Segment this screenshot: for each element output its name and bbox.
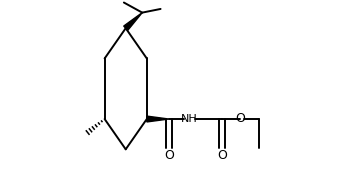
Polygon shape bbox=[147, 116, 169, 122]
Text: O: O bbox=[235, 112, 245, 125]
Text: NH: NH bbox=[180, 114, 197, 124]
Text: O: O bbox=[217, 149, 227, 162]
Text: O: O bbox=[164, 149, 174, 162]
Polygon shape bbox=[124, 13, 142, 30]
